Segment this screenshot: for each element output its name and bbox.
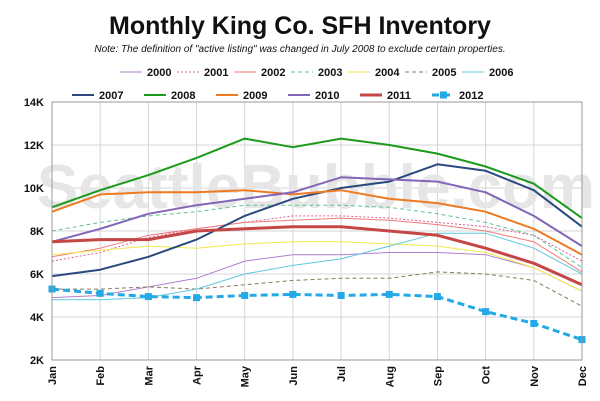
series-line-2004 [51, 241, 583, 292]
y-tick-label: 12K [24, 140, 44, 152]
y-tick-label: 4K [30, 312, 44, 324]
legend-label-2005: 2005 [432, 67, 456, 79]
x-tick-label: Feb [95, 366, 107, 386]
x-tick-label: May [240, 365, 252, 387]
legend-label-2007: 2007 [99, 90, 123, 102]
legend-label-2002: 2002 [261, 67, 285, 79]
x-tick-label: Sep [432, 366, 444, 386]
legend-label-2004: 2004 [375, 67, 400, 79]
legend: 2000 2001 2002 2003 2004 2005 2006 2007 2008 2009… [72, 67, 513, 102]
series-line-2012 [51, 287, 583, 342]
legend-label-2009: 2009 [243, 90, 267, 102]
series-line-2003 [51, 204, 583, 269]
series-line-2001 [51, 215, 583, 262]
chart-title: Monthly King Co. SFH Inventory [109, 12, 491, 40]
x-tick-label: Mar [143, 365, 155, 385]
data-point-2012 [385, 290, 393, 298]
data-point-2012 [337, 292, 345, 299]
data-point-2012 [193, 294, 201, 302]
x-tick-label: Aug [384, 366, 396, 387]
series-line-2000 [51, 252, 583, 299]
data-point-2012 [530, 319, 538, 327]
x-tick-label: Apr [192, 365, 204, 385]
legend-label-2012: 2012 [459, 90, 483, 102]
axis-layer: 2K 4K 6K 8K 10K 12K 14K Jan Feb Mar Apr May Jun Jul Au… [24, 97, 589, 387]
series-line-2006 [52, 232, 583, 301]
series-line-2011 [51, 225, 583, 287]
legend-label-2011: 2011 [387, 90, 411, 102]
x-tick-label: Jul [336, 366, 348, 382]
chart-subtitle: Note: The definition of "active listing"… [94, 44, 505, 55]
x-tick-label: Dec [577, 366, 589, 386]
x-tick-label: Jun [288, 366, 300, 386]
x-tick-label: Jan [47, 366, 59, 385]
series-line-2002 [51, 217, 583, 273]
y-tick-label: 6K [30, 269, 44, 281]
plot-frame [51, 101, 583, 361]
data-point-2012 [241, 292, 249, 299]
legend-label-2008: 2008 [171, 90, 195, 102]
legend-label-2001: 2001 [204, 67, 228, 79]
x-tick-label: Oct [481, 366, 493, 385]
series-line-2009 [51, 189, 583, 256]
legend-label-2000: 2000 [147, 67, 171, 79]
legend-label-2003: 2003 [318, 67, 342, 79]
legend-label-2010: 2010 [315, 90, 339, 102]
y-tick-label: 10K [24, 183, 44, 195]
y-tick-label: 14K [24, 97, 44, 109]
data-point-2012 [144, 293, 152, 301]
series-layer [48, 137, 586, 344]
legend-marker-2012 [440, 91, 447, 99]
y-tick-label: 8K [30, 226, 44, 238]
x-tick-label: Nov [529, 365, 541, 387]
series-line-2005 [52, 271, 583, 307]
data-point-2012 [289, 290, 297, 298]
series-line-2007 [51, 163, 583, 278]
series-line-2010 [51, 176, 583, 247]
y-tick-label: 2K [30, 355, 44, 367]
series-line-2008 [51, 137, 583, 219]
data-point-2012 [433, 293, 441, 301]
legend-label-2006: 2006 [489, 67, 513, 79]
watermark-text: SeattleBubble.com [37, 153, 595, 222]
data-point-2012 [96, 289, 104, 297]
data-point-2012 [482, 308, 490, 316]
